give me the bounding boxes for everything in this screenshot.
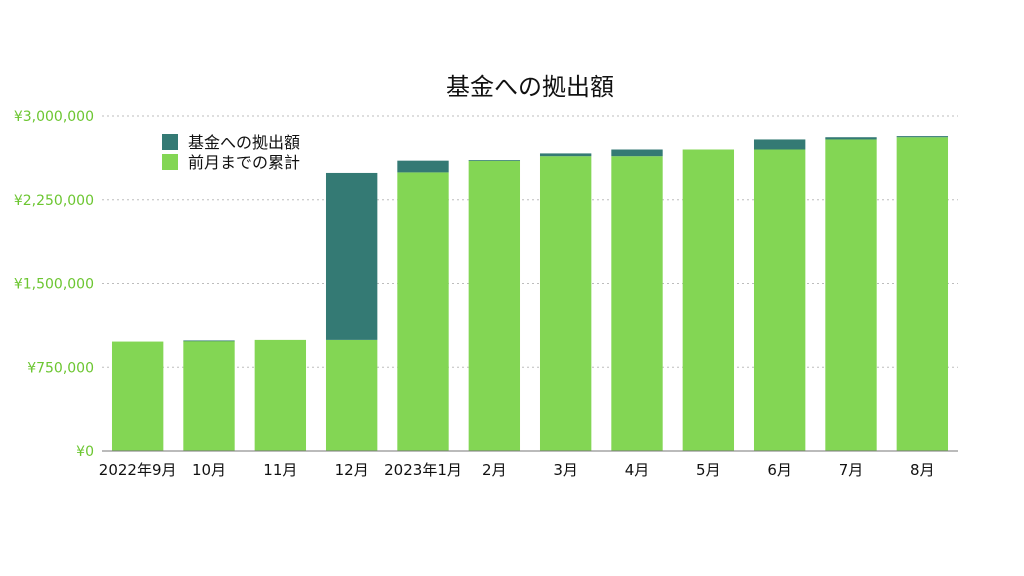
bar-cumulative xyxy=(825,139,877,451)
y-tick-label: ¥1,500,000 xyxy=(14,277,94,293)
x-tick-label: 8月 xyxy=(910,461,935,479)
bar-cumulative xyxy=(468,160,521,451)
x-axis-ticks: 2022年9月 10月 11月 12月 2023年1月 2月 3月 4月 5月 6月 7月 8月 xyxy=(99,461,935,479)
x-tick-label: 10月 xyxy=(192,461,226,479)
bar-contribution xyxy=(183,340,235,342)
legend-swatch xyxy=(162,154,178,170)
y-tick-label: ¥2,250,000 xyxy=(14,193,94,209)
bar-cumulative xyxy=(539,156,592,451)
x-tick-label: 2月 xyxy=(482,461,507,479)
x-tick-label: 4月 xyxy=(625,461,650,479)
bar-cumulative xyxy=(254,339,307,451)
x-tick-label: 3月 xyxy=(553,461,578,479)
y-tick-label: ¥0 xyxy=(76,444,94,460)
bar-cumulative xyxy=(611,156,663,451)
bar-contribution xyxy=(753,139,806,150)
y-tick-label: ¥3,000,000 xyxy=(14,109,94,125)
bar-cumulative xyxy=(111,341,164,451)
legend-swatch xyxy=(162,134,178,150)
bar-cumulative xyxy=(325,339,378,451)
x-tick-label: 11月 xyxy=(263,461,297,479)
x-tick-label: 2022年9月 xyxy=(99,461,177,479)
bar-contribution xyxy=(468,160,521,161)
legend-label: 前月までの累計 xyxy=(188,153,300,172)
y-tick-label: ¥750,000 xyxy=(27,360,94,376)
bar-contribution xyxy=(325,172,378,340)
legend-label: 基金への拠出額 xyxy=(188,133,300,152)
x-tick-label: 2023年1月 xyxy=(384,461,462,479)
x-tick-label: 7月 xyxy=(839,461,864,479)
bar-cumulative xyxy=(896,137,949,451)
bars xyxy=(111,136,949,451)
x-tick-label: 5月 xyxy=(696,461,721,479)
bar-cumulative xyxy=(397,172,449,451)
chart-title: 基金への拠出額 xyxy=(446,73,614,101)
x-tick-label: 6月 xyxy=(767,461,792,479)
bar-cumulative xyxy=(183,341,235,451)
bar-contribution xyxy=(896,136,949,138)
bar-contribution xyxy=(825,137,877,140)
bar-cumulative xyxy=(753,149,806,451)
bar-cumulative xyxy=(682,149,735,451)
y-axis-ticks: ¥0 ¥750,000 ¥1,500,000 ¥2,250,000 ¥3,000,000 xyxy=(14,109,94,460)
x-tick-label: 12月 xyxy=(335,461,369,479)
bar-contribution xyxy=(611,149,663,157)
bar-contribution xyxy=(397,160,449,173)
bar-contribution xyxy=(539,153,592,157)
